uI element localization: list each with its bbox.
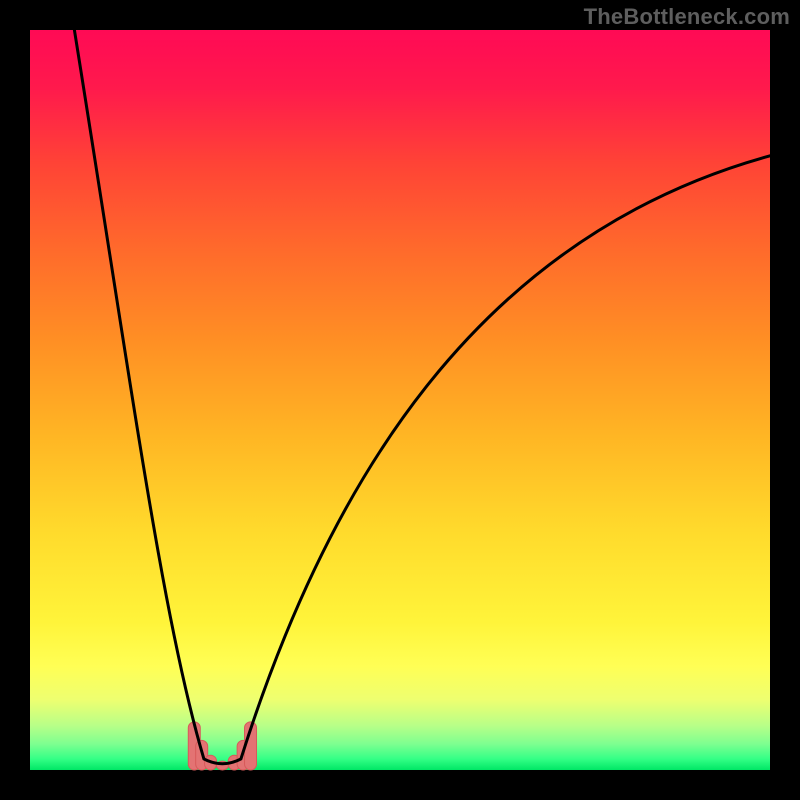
- chart-stage: TheBottleneck.com: [0, 0, 800, 800]
- chart-svg: [0, 0, 800, 800]
- watermark-text: TheBottleneck.com: [584, 4, 790, 30]
- gradient-background: [30, 30, 770, 770]
